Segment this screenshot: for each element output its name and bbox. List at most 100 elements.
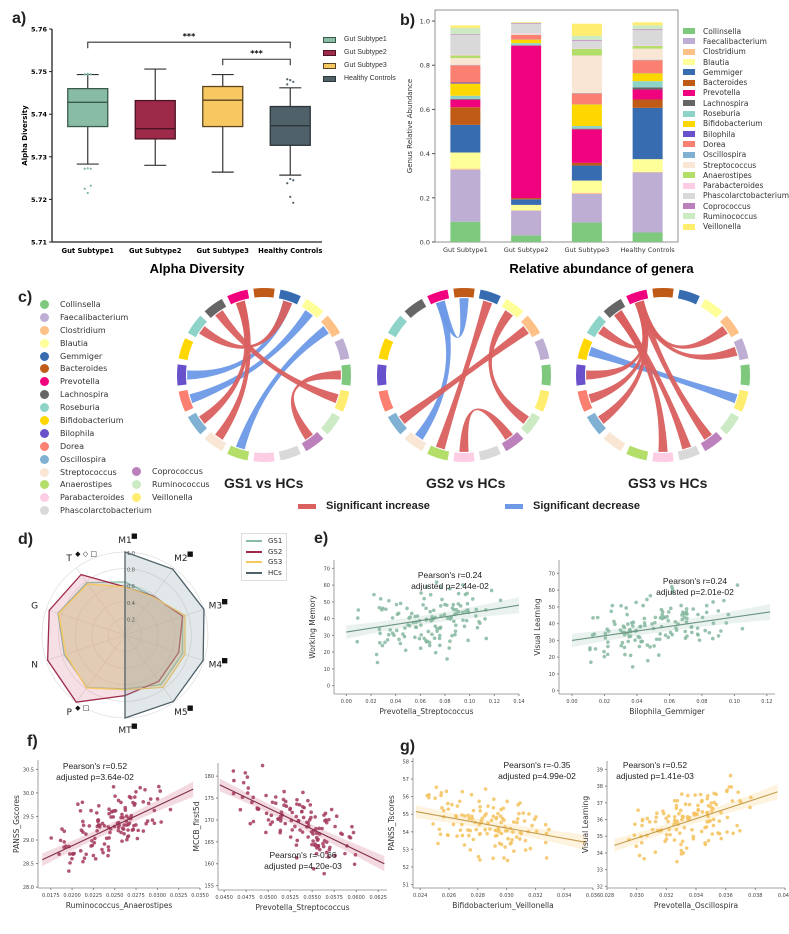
regression-line <box>415 811 586 843</box>
scatter-point <box>288 835 293 839</box>
y-tick-label: 30 <box>324 633 330 639</box>
scatter-point <box>675 859 679 864</box>
y-tick-label: 37 <box>597 801 603 807</box>
scatter-point <box>152 808 157 813</box>
scatter-point <box>659 607 664 612</box>
correlation-r: Pearson's r=0.24 <box>663 576 728 586</box>
scatter-point <box>640 823 644 828</box>
chord-link-increase <box>399 326 529 424</box>
scatter-point <box>333 824 337 829</box>
decrease-swatch <box>505 503 523 509</box>
scatter-point <box>645 658 650 663</box>
outlier-point <box>289 195 292 198</box>
x-tick-label: 0.040 <box>778 893 789 899</box>
scatter-point <box>438 604 443 608</box>
scatter-point <box>116 798 121 803</box>
scatter-point <box>116 828 121 833</box>
x-tick-label: Gut Subtype1 <box>443 246 488 254</box>
legend-swatch <box>683 59 695 66</box>
legend-item: Bifidobacterium <box>683 119 789 129</box>
scatter-point <box>460 789 465 794</box>
ring-segment-clostridium <box>521 315 541 338</box>
ring-segment-roseburia <box>586 315 606 338</box>
y-tick-label: 0.0 <box>420 239 430 247</box>
scatter-point <box>432 636 437 641</box>
scatter-point <box>670 590 675 595</box>
legend-item: Coprococcus <box>132 465 210 478</box>
legend-item: GS2 <box>246 547 282 558</box>
scatter-point <box>657 637 662 642</box>
scatter-point <box>409 611 414 616</box>
x-tick-label: Gut Subtype3 <box>196 247 249 255</box>
legend-item: Oscillospira <box>40 453 152 466</box>
scatter-point <box>704 603 709 608</box>
scatter-point <box>450 802 454 807</box>
scatter-point <box>422 636 427 641</box>
scatter-point <box>471 837 476 842</box>
scatter-point <box>93 857 98 861</box>
scatter-point <box>120 826 125 831</box>
scatter-point <box>76 802 80 807</box>
ring-segment-veillonella <box>334 389 350 412</box>
legend-swatch <box>683 203 695 210</box>
boxplot-legend: Gut Subtype1 Gut Subtype2 Gut Subtype3 Heal… <box>323 33 396 85</box>
bar-segment-blautia <box>450 152 481 169</box>
scatter-point <box>544 831 549 836</box>
confidence-band <box>614 784 778 852</box>
scatter-point <box>378 597 383 601</box>
outlier-point <box>83 187 86 190</box>
ring-segment-blautia <box>700 298 723 318</box>
outlier-point <box>89 167 92 170</box>
scatter-point <box>674 628 679 632</box>
scatter-point <box>705 810 710 815</box>
scatter-point <box>440 806 444 810</box>
scatter-point <box>245 775 250 779</box>
scatter-point <box>712 791 716 796</box>
legend-label: Parabacteroides <box>60 493 125 503</box>
scatter-visual-learning-bilophila: 0.00 0.02 0.04 0.06 0.08 0.10 0.12 0 10 20 30 40 50 6… <box>533 560 775 716</box>
scatter-point <box>508 841 513 846</box>
ring-segment-roseburia <box>387 315 407 338</box>
radar-legend: GS1 GS2 GS3 HCs <box>241 533 288 581</box>
x-tick-label: 0.028 <box>600 893 614 899</box>
scatter-point <box>429 618 433 623</box>
x-tick-label: 0.028 <box>471 893 485 899</box>
outlier-point <box>86 191 89 195</box>
y-axis-label: PANSS_Gscores <box>12 795 21 853</box>
scatter-point <box>648 645 652 649</box>
scatter-point <box>474 827 479 832</box>
x-tick-label: 0.0350 <box>191 893 209 899</box>
scatter-point <box>433 650 438 655</box>
scatter-point <box>301 790 305 795</box>
y-tick-label: 180 <box>204 774 214 780</box>
scatter-point <box>645 597 649 602</box>
scatter-point <box>637 853 642 858</box>
correlation-r: Pearson's r=0.24 <box>418 570 483 580</box>
x-tick-label: Gut Subtype1 <box>61 247 114 255</box>
legend-item: Bilophila <box>40 427 152 440</box>
scatter-point <box>681 851 686 855</box>
legend-dot <box>132 479 141 489</box>
bar-segment-faecalibacterium <box>632 172 663 233</box>
scatter-point <box>679 792 684 796</box>
y-tick-label: 54 <box>403 830 409 836</box>
ring-segment-faecalibacterium <box>334 338 350 361</box>
axis-label-m3: M3 <box>209 602 223 612</box>
legend-item: Blautia <box>683 57 789 67</box>
chord-title-gs3: GS3 vs HCs <box>628 475 708 491</box>
scatter-point <box>396 611 401 616</box>
legend-line <box>246 571 262 574</box>
bar-segment-lachnospira <box>632 87 663 90</box>
scatter-point <box>532 817 537 822</box>
scatter-point <box>424 584 429 589</box>
bar-segment-prevotella <box>571 129 602 163</box>
legend-item: Phascolarctobacterium <box>683 191 789 201</box>
scatter-point <box>394 628 399 633</box>
scatter-point <box>606 640 610 644</box>
scatter-point <box>711 621 716 626</box>
legend-item: Lachnospira <box>683 98 789 108</box>
outlier-point <box>83 167 86 170</box>
scatter-point <box>486 821 490 825</box>
scatter-point <box>431 608 436 613</box>
scatter-point <box>621 624 626 628</box>
